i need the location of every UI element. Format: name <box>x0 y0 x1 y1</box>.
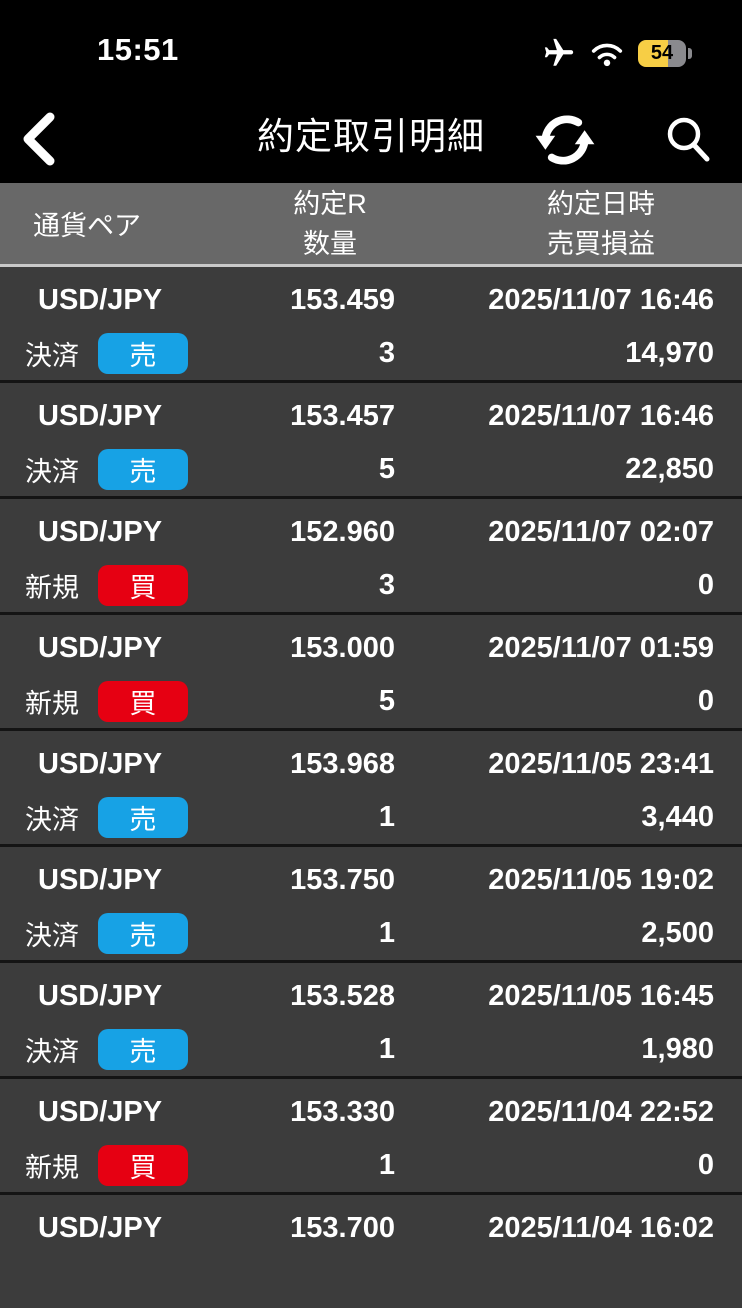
profit-loss: 2,500 <box>641 916 714 949</box>
execution-rate: 153.750 <box>290 863 395 896</box>
side-badge: 売 <box>98 912 188 954</box>
side-badge: 売 <box>98 796 188 838</box>
table-row[interactable]: USD/JPY 152.960 2025/11/07 02:07 新規 買 3 … <box>0 499 742 612</box>
nav-bar: 約定取引明細 <box>0 95 742 183</box>
side-badge: 買 <box>98 680 188 722</box>
profit-loss: 0 <box>697 684 714 717</box>
table-header: 通貨ペア 約定R 数量 約定日時 売買損益 <box>0 183 742 267</box>
header-pl: 売買損益 <box>547 228 655 259</box>
trade-type-label: 決済 <box>25 340 79 371</box>
quantity: 5 <box>378 452 395 485</box>
execution-rate: 153.700 <box>290 1211 395 1244</box>
trade-type-label: 決済 <box>25 456 79 487</box>
table-row[interactable]: USD/JPY 153.459 2025/11/07 16:46 決済 売 3 … <box>0 267 742 380</box>
execution-datetime: 2025/11/05 16:45 <box>488 979 714 1012</box>
quantity: 1 <box>378 1148 395 1181</box>
quantity: 3 <box>378 568 395 601</box>
search-button[interactable] <box>662 113 712 165</box>
table-row[interactable]: USD/JPY 153.750 2025/11/05 19:02 決済 売 1 … <box>0 847 742 960</box>
search-icon <box>662 113 712 165</box>
trade-type-label: 決済 <box>25 804 79 835</box>
battery-fill <box>638 39 686 67</box>
execution-datetime: 2025/11/04 22:52 <box>488 1095 714 1128</box>
airplane-mode-icon <box>542 36 576 70</box>
profit-loss: 1,980 <box>641 1032 714 1065</box>
quantity: 1 <box>378 1032 395 1065</box>
execution-rate: 153.968 <box>290 747 395 780</box>
execution-datetime: 2025/11/04 16:02 <box>488 1211 714 1244</box>
refresh-button[interactable] <box>530 105 600 175</box>
execution-datetime: 2025/11/07 01:59 <box>488 631 714 664</box>
status-icons: 54 <box>542 36 692 70</box>
header-datetime: 約定日時 <box>547 188 655 219</box>
currency-pair: USD/JPY <box>38 1211 163 1244</box>
execution-datetime: 2025/11/07 16:46 <box>488 399 714 432</box>
profit-loss: 0 <box>697 568 714 601</box>
battery-cap <box>688 47 692 59</box>
table-row[interactable]: USD/JPY 153.968 2025/11/05 23:41 決済 売 1 … <box>0 731 742 844</box>
execution-datetime: 2025/11/07 02:07 <box>488 515 714 548</box>
table-row[interactable]: USD/JPY 153.528 2025/11/05 16:45 決済 売 1 … <box>0 963 742 1076</box>
execution-rate: 153.330 <box>290 1095 395 1128</box>
battery-indicator: 54 <box>638 39 692 67</box>
status-time: 15:51 <box>97 32 179 67</box>
refresh-icon <box>530 105 600 175</box>
execution-datetime: 2025/11/05 23:41 <box>488 747 714 780</box>
execution-rate: 152.960 <box>290 515 395 548</box>
currency-pair: USD/JPY <box>38 515 163 548</box>
table-row[interactable]: USD/JPY 153.700 2025/11/04 16:02 <box>0 1195 742 1308</box>
trade-type-label: 決済 <box>25 920 79 951</box>
battery-level-text: 54 <box>650 41 674 64</box>
side-badge: 買 <box>98 1144 188 1186</box>
trade-type-label: 新規 <box>25 1152 79 1183</box>
profit-loss: 22,850 <box>625 452 714 485</box>
currency-pair: USD/JPY <box>38 283 163 316</box>
header-currency-pair: 通貨ペア <box>33 211 141 241</box>
currency-pair: USD/JPY <box>38 631 163 664</box>
trade-type-label: 新規 <box>25 572 79 603</box>
currency-pair: USD/JPY <box>38 747 163 780</box>
execution-rate: 153.457 <box>290 399 395 432</box>
trade-type-label: 決済 <box>25 1036 79 1067</box>
back-button[interactable] <box>16 109 64 169</box>
execution-datetime: 2025/11/07 16:46 <box>488 283 714 316</box>
execution-rate: 153.459 <box>290 283 395 316</box>
wifi-icon <box>589 40 625 67</box>
execution-rate: 153.000 <box>290 631 395 664</box>
currency-pair: USD/JPY <box>38 979 163 1012</box>
header-rate: 約定R <box>293 188 367 219</box>
profit-loss: 3,440 <box>641 800 714 833</box>
execution-rate: 153.528 <box>290 979 395 1012</box>
header-quantity: 数量 <box>303 228 357 259</box>
trade-list: USD/JPY 153.459 2025/11/07 16:46 決済 売 3 … <box>0 267 742 1308</box>
side-badge: 売 <box>98 1028 188 1070</box>
quantity: 5 <box>378 684 395 717</box>
profit-loss: 14,970 <box>625 336 714 369</box>
side-badge: 売 <box>98 448 188 490</box>
side-badge: 買 <box>98 564 188 606</box>
execution-datetime: 2025/11/05 19:02 <box>488 863 714 896</box>
table-row[interactable]: USD/JPY 153.330 2025/11/04 22:52 新規 買 1 … <box>0 1079 742 1192</box>
currency-pair: USD/JPY <box>38 1095 163 1128</box>
quantity: 3 <box>378 336 395 369</box>
quantity: 1 <box>378 916 395 949</box>
currency-pair: USD/JPY <box>38 863 163 896</box>
table-row[interactable]: USD/JPY 153.000 2025/11/07 01:59 新規 買 5 … <box>0 615 742 728</box>
currency-pair: USD/JPY <box>38 399 163 432</box>
table-row[interactable]: USD/JPY 153.457 2025/11/07 16:46 決済 売 5 … <box>0 383 742 496</box>
trade-type-label: 新規 <box>25 688 79 719</box>
page-title: 約定取引明細 <box>257 116 485 157</box>
quantity: 1 <box>378 800 395 833</box>
back-chevron-icon <box>16 109 64 169</box>
profit-loss: 0 <box>697 1148 714 1181</box>
side-badge: 売 <box>98 332 188 374</box>
status-bar: 15:51 54 <box>0 0 742 95</box>
